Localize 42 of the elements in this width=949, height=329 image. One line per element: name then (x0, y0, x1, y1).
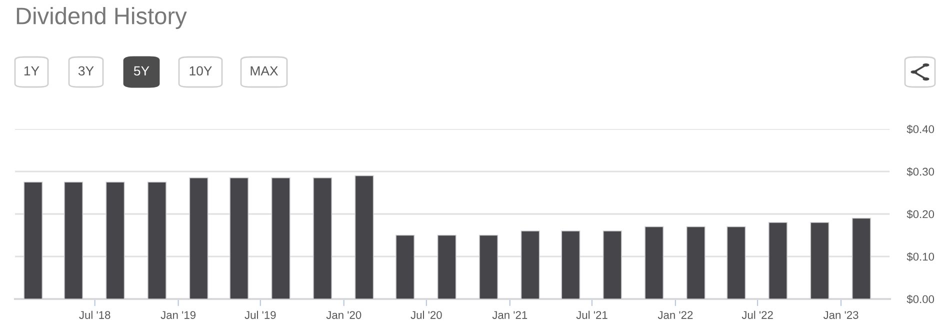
bar (189, 177, 208, 299)
x-tick-label: Jan '20 (326, 311, 362, 319)
x-tick-label: Jan '19 (160, 311, 196, 319)
chart-title: Dividend History (16, 6, 187, 30)
bar (810, 222, 830, 299)
bar (520, 230, 540, 299)
bar (852, 218, 871, 299)
bar (768, 222, 788, 299)
bar (561, 230, 580, 299)
x-tick-label: Jan '21 (492, 311, 528, 319)
x-tick-label: Jul '20 (410, 310, 442, 319)
x-tick-label: Jan '22 (658, 311, 693, 319)
bar (230, 177, 249, 299)
x-tick-label: Jul '21 (576, 310, 608, 319)
bar (271, 177, 290, 299)
x-tick-label: Jul '18 (79, 310, 110, 319)
bar (106, 182, 125, 299)
bar (726, 226, 746, 299)
y-tick-label: $0.30 (906, 167, 934, 176)
bar (644, 226, 664, 299)
bar (147, 182, 166, 299)
y-tick-label: $0.20 (906, 210, 934, 219)
bar (313, 177, 332, 299)
bar (479, 234, 498, 299)
bar (602, 230, 622, 299)
bar (64, 182, 84, 299)
bar (437, 234, 456, 299)
x-tick-label: Jan '23 (823, 311, 858, 319)
text: 10Y (190, 66, 212, 76)
text: 5Y (134, 66, 150, 76)
text: 3Y (78, 66, 94, 76)
x-tick-label: Jul '19 (244, 310, 276, 319)
bar (354, 175, 374, 299)
text: 1Y (24, 66, 40, 76)
bar (396, 234, 415, 299)
bar (24, 182, 43, 299)
y-tick-label: $0.10 (906, 252, 934, 262)
y-tick-label: $0.00 (906, 294, 934, 304)
text: MAX (250, 66, 278, 76)
x-tick-label: Jul '22 (742, 310, 773, 319)
bar (686, 226, 706, 299)
y-tick-label: $0.40 (906, 124, 934, 134)
